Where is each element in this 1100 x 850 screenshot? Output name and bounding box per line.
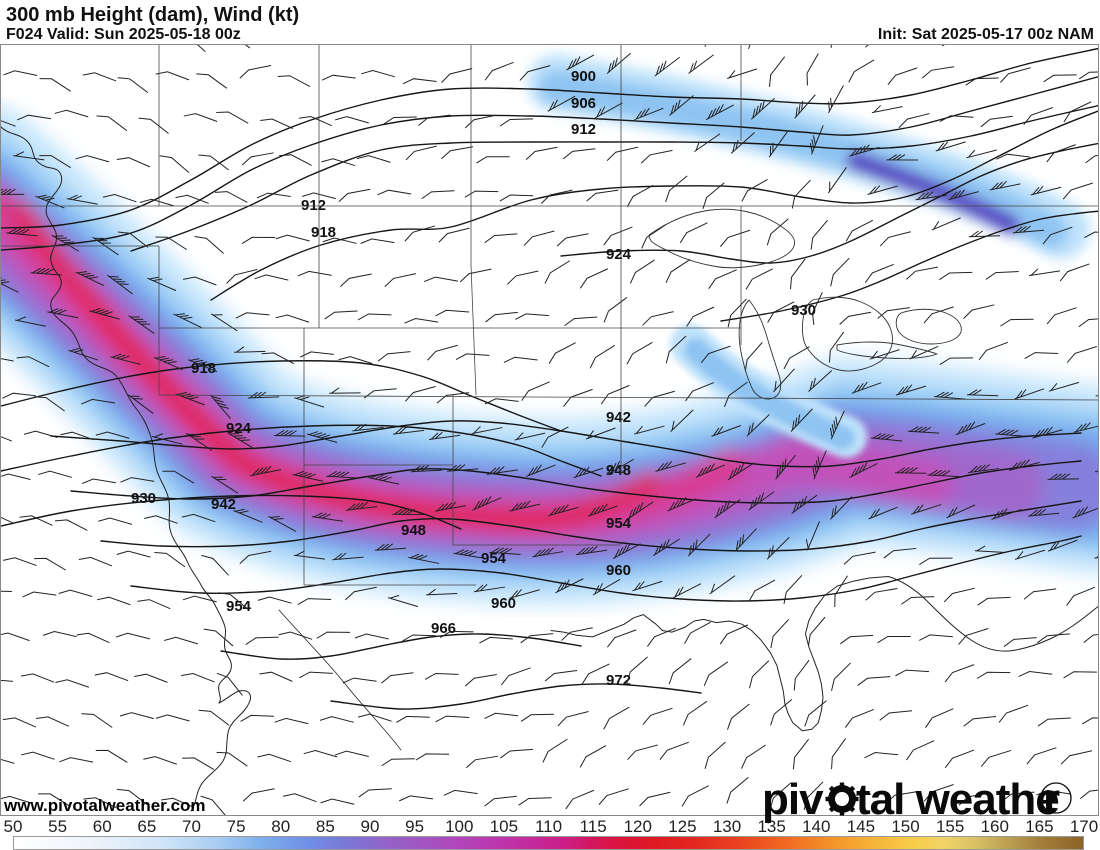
svg-text:942: 942: [211, 496, 236, 513]
svg-text:924: 924: [606, 246, 632, 263]
svg-text:954: 954: [226, 598, 252, 615]
svg-text:906: 906: [571, 95, 596, 112]
svg-text:912: 912: [301, 197, 326, 214]
svg-text:piv: piv: [762, 775, 824, 824]
svg-text:900: 900: [571, 68, 596, 85]
svg-text:r: r: [1043, 775, 1060, 824]
svg-text:912: 912: [571, 121, 596, 138]
svg-text:930: 930: [131, 490, 156, 507]
svg-text:954: 954: [606, 515, 632, 532]
svg-text:960: 960: [606, 562, 631, 579]
svg-text:942: 942: [606, 409, 631, 426]
svg-text:948: 948: [401, 522, 426, 539]
svg-text:966: 966: [431, 620, 456, 637]
svg-text:tal weathe: tal weathe: [856, 775, 1059, 824]
